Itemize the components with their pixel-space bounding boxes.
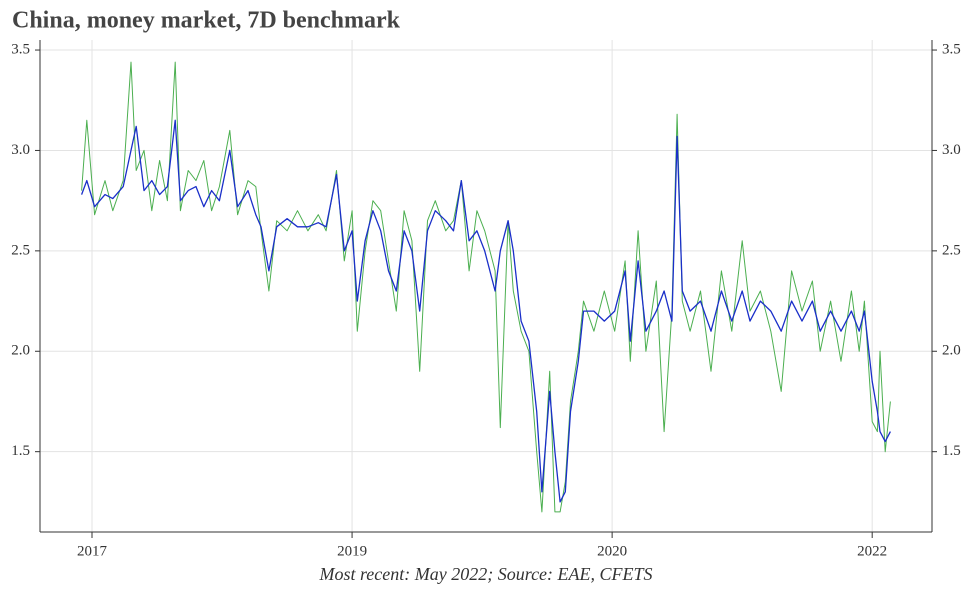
y2-tick-label: 2.5 bbox=[942, 242, 961, 258]
x-tick-label: 2022 bbox=[857, 543, 887, 559]
x-tick-label: 2017 bbox=[77, 543, 108, 559]
y2-tick-label: 3.5 bbox=[942, 41, 961, 57]
y2-tick-label: 2.0 bbox=[942, 343, 961, 359]
y-tick-label: 1.5 bbox=[11, 443, 30, 459]
y-tick-label: 3.5 bbox=[11, 41, 30, 57]
footnote: Most recent: May 2022; Source: EAE, CFET… bbox=[318, 564, 652, 584]
y-tick-label: 2.0 bbox=[11, 343, 30, 359]
chart-title: China, money market, 7D benchmark bbox=[12, 8, 401, 34]
y2-tick-label: 1.5 bbox=[942, 443, 961, 459]
series-line bbox=[80, 119, 891, 503]
y-tick-label: 2.5 bbox=[11, 242, 30, 258]
y-tick-label: 3.0 bbox=[11, 142, 30, 158]
x-tick-label: 2019 bbox=[337, 543, 367, 559]
series-line bbox=[81, 61, 891, 513]
x-tick-label: 2020 bbox=[597, 543, 627, 559]
y2-tick-label: 3.0 bbox=[942, 142, 961, 158]
